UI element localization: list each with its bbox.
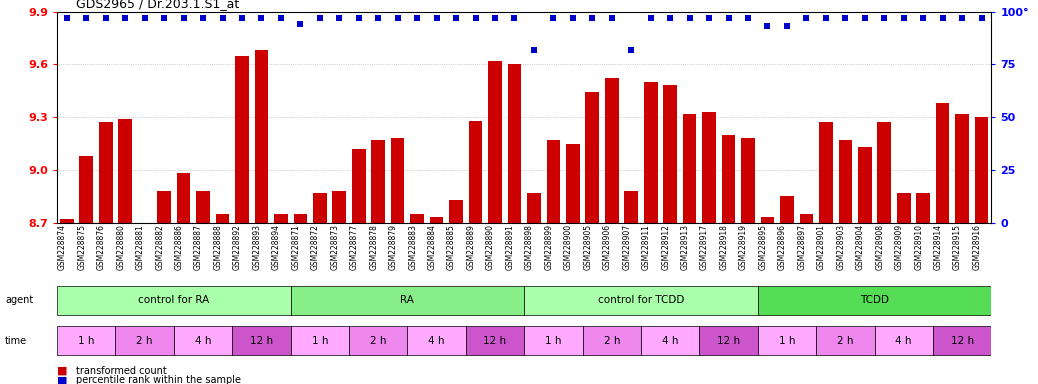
Bar [236, 56, 249, 223]
Text: 1 h: 1 h [311, 336, 328, 346]
Bar [936, 103, 950, 223]
FancyBboxPatch shape [291, 326, 349, 356]
Bar [372, 140, 385, 223]
Bar [625, 191, 638, 223]
Bar [527, 193, 541, 223]
FancyBboxPatch shape [349, 326, 407, 356]
Bar [683, 114, 696, 223]
Bar [313, 193, 327, 223]
Bar [605, 78, 619, 223]
Bar [469, 121, 483, 223]
FancyBboxPatch shape [291, 286, 524, 315]
FancyBboxPatch shape [524, 286, 758, 315]
FancyBboxPatch shape [174, 326, 233, 356]
Text: 4 h: 4 h [896, 336, 912, 346]
Bar [799, 214, 813, 223]
Bar [877, 122, 891, 223]
FancyBboxPatch shape [874, 326, 933, 356]
FancyBboxPatch shape [466, 326, 524, 356]
Text: time: time [5, 336, 27, 346]
Text: 2 h: 2 h [370, 336, 386, 346]
Text: control for TCDD: control for TCDD [598, 295, 684, 306]
Bar [858, 147, 872, 223]
FancyBboxPatch shape [700, 326, 758, 356]
Text: RA: RA [401, 295, 414, 306]
Bar [897, 193, 910, 223]
Bar [118, 119, 132, 223]
Bar [566, 144, 579, 223]
Bar [839, 140, 852, 223]
Text: ■: ■ [57, 366, 67, 376]
FancyBboxPatch shape [758, 326, 816, 356]
FancyBboxPatch shape [640, 326, 700, 356]
Text: 2 h: 2 h [603, 336, 620, 346]
Bar [975, 117, 988, 223]
Bar [663, 85, 677, 223]
Bar [410, 214, 424, 223]
FancyBboxPatch shape [407, 326, 466, 356]
Text: TCDD: TCDD [861, 295, 889, 306]
Text: 4 h: 4 h [195, 336, 212, 346]
Bar [196, 191, 210, 223]
Text: transformed count: transformed count [76, 366, 166, 376]
FancyBboxPatch shape [758, 286, 991, 315]
Bar [585, 93, 599, 223]
Text: GDS2965 / Dr.203.1.S1_at: GDS2965 / Dr.203.1.S1_at [76, 0, 239, 10]
Bar [254, 50, 268, 223]
Text: percentile rank within the sample: percentile rank within the sample [76, 375, 241, 384]
FancyBboxPatch shape [816, 326, 874, 356]
Bar [761, 217, 774, 223]
Bar [955, 114, 968, 223]
Text: 1 h: 1 h [545, 336, 562, 346]
Text: 12 h: 12 h [951, 336, 974, 346]
Bar [741, 138, 755, 223]
Text: 2 h: 2 h [136, 336, 153, 346]
Bar [274, 214, 288, 223]
Text: control for RA: control for RA [138, 295, 210, 306]
FancyBboxPatch shape [933, 326, 991, 356]
FancyBboxPatch shape [57, 286, 291, 315]
Text: agent: agent [5, 295, 33, 306]
Bar [176, 174, 190, 223]
Bar [644, 82, 657, 223]
Bar [488, 61, 501, 223]
Bar [80, 156, 93, 223]
Bar [294, 214, 307, 223]
Bar [449, 200, 463, 223]
Bar [60, 219, 74, 223]
Text: 12 h: 12 h [250, 336, 273, 346]
Text: 2 h: 2 h [837, 336, 853, 346]
Bar [99, 122, 112, 223]
Text: 1 h: 1 h [778, 336, 795, 346]
Text: 12 h: 12 h [717, 336, 740, 346]
Bar [352, 149, 365, 223]
Bar [332, 191, 346, 223]
Bar [917, 193, 930, 223]
FancyBboxPatch shape [57, 326, 115, 356]
Bar [703, 112, 716, 223]
Bar [508, 65, 521, 223]
FancyBboxPatch shape [524, 326, 582, 356]
Text: 4 h: 4 h [662, 336, 679, 346]
FancyBboxPatch shape [582, 326, 640, 356]
FancyBboxPatch shape [115, 326, 174, 356]
Bar [216, 214, 229, 223]
Bar [547, 140, 561, 223]
Bar [391, 138, 405, 223]
Text: 1 h: 1 h [78, 336, 94, 346]
Text: 12 h: 12 h [484, 336, 507, 346]
Bar [158, 191, 171, 223]
Bar [721, 135, 735, 223]
Text: 4 h: 4 h [429, 336, 445, 346]
FancyBboxPatch shape [233, 326, 291, 356]
Bar [819, 122, 832, 223]
Text: ■: ■ [57, 375, 67, 384]
Bar [430, 217, 443, 223]
Bar [781, 196, 794, 223]
